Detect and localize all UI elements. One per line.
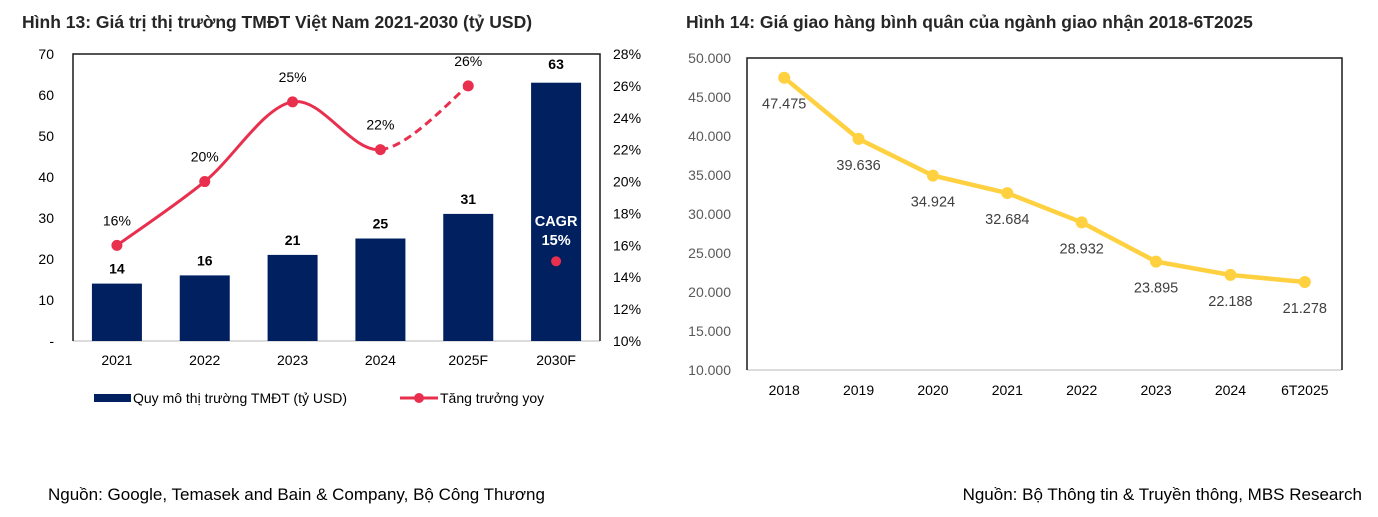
chart1-cagr-point [551, 256, 562, 267]
chart2-price-label: 22.188 [1208, 294, 1252, 310]
chart2-y-tick: 10.000 [688, 362, 731, 378]
chart1-y-tick: 60 [38, 87, 54, 103]
chart1-x-tick: 2025F [448, 352, 488, 368]
chart2-price-label: 21.278 [1283, 301, 1327, 317]
chart1-y-tick: - [49, 333, 54, 349]
chart1-bar-label: 31 [460, 191, 476, 207]
chart1-growth-label: 16% [103, 212, 131, 228]
chart1-legend-line-label: Tăng trưởng yoy [440, 390, 544, 406]
chart2-x-tick: 2020 [917, 382, 948, 398]
chart2-y-tick: 50.000 [688, 50, 731, 66]
chart1-y2-tick: 24% [613, 110, 641, 126]
chart1-y2-tick: 18% [613, 205, 641, 221]
chart1-y-tick: 20 [38, 251, 54, 267]
chart1-source: Nguồn: Google, Temasek and Bain & Compan… [48, 485, 545, 504]
chart2-price-point [1001, 187, 1014, 200]
chart2-price-label: 39.636 [836, 158, 880, 174]
chart1-bar-label: 63 [548, 56, 564, 72]
chart1-growth-line-forecast [380, 84, 470, 152]
chart1-x-tick: 2021 [101, 352, 132, 368]
chart1-y-tick: 70 [38, 46, 54, 62]
chart1-y2-tick: 12% [613, 301, 641, 317]
chart1-bar [355, 238, 406, 341]
chart2-price-point [1150, 255, 1163, 268]
chart1-growth-point [111, 239, 123, 251]
chart2-x-tick: 2019 [843, 382, 874, 398]
chart2-price-point [852, 132, 865, 145]
chart2-x-tick: 2021 [992, 382, 1023, 398]
chart1-x-tick: 2024 [365, 352, 396, 368]
chart1-legend-line-marker [414, 393, 424, 403]
chart2-y-tick: 15.000 [688, 323, 731, 339]
chart1-y2-tick: 28% [613, 46, 641, 62]
chart1-bar [531, 82, 582, 341]
chart1-growth-point [374, 144, 386, 156]
chart1-growth-point [462, 80, 474, 92]
chart1-bar [179, 275, 230, 341]
chart2-price-label: 28.932 [1060, 241, 1104, 257]
chart1-bar-label: 16 [197, 252, 213, 268]
chart1-legend-bar-swatch [94, 394, 131, 402]
chart1-bar [267, 254, 318, 341]
chart2-y-tick: 25.000 [688, 245, 731, 261]
chart2-y-tick: 35.000 [688, 167, 731, 183]
chart2-price-point [1075, 216, 1088, 229]
chart2-price-point [1298, 276, 1311, 289]
chart1-bar [91, 283, 142, 341]
chart1-y2-tick: 22% [613, 142, 641, 158]
chart1-bar-label: 21 [285, 232, 301, 248]
chart2-title: Hình 14: Giá giao hàng bình quân của ngà… [686, 12, 1253, 32]
chart1-y-tick: 30 [38, 210, 54, 226]
chart1-y2-tick: 20% [613, 174, 641, 190]
chart1-growth-label: 26% [454, 53, 482, 69]
chart1-bar [443, 213, 494, 341]
chart1-growth-label: 22% [366, 117, 394, 133]
chart1-growth-point [287, 96, 299, 108]
chart2-price-label: 23.895 [1134, 281, 1178, 297]
chart1-y2-tick: 26% [613, 78, 641, 94]
chart2-price-point [1224, 268, 1237, 281]
chart2-price-line [782, 75, 1306, 285]
chart2-y-tick: 45.000 [688, 89, 731, 105]
chart1-y2-tick: 10% [613, 333, 641, 349]
chart1-cagr-value: 15% [542, 233, 571, 249]
chart2-x-tick: 2018 [769, 382, 800, 398]
chart1-x-tick: 2030F [536, 352, 576, 368]
chart1-title: Hình 13: Giá trị thị trường TMĐT Việt Na… [22, 12, 533, 32]
chart1-legend-bar-label: Quy mô thị trường TMĐT (tỷ USD) [133, 390, 347, 406]
chart1-y-tick: 50 [38, 128, 54, 144]
chart2-y-tick: 20.000 [688, 284, 731, 300]
chart2-x-tick: 6T2025 [1281, 382, 1329, 398]
chart2-y-tick: 40.000 [688, 128, 731, 144]
chart2-price-label: 34.924 [911, 195, 955, 211]
chart2-x-tick: 2022 [1066, 382, 1097, 398]
chart1-x-tick: 2022 [189, 352, 220, 368]
chart2-price-point [778, 71, 791, 84]
chart1-plot-border [72, 53, 601, 341]
chart1-y2-tick: 14% [613, 269, 641, 285]
chart1-growth-label: 25% [279, 69, 307, 85]
chart2-price-label: 47.475 [762, 97, 806, 113]
chart2-plot-border [746, 57, 1343, 370]
chart2-price-label: 32.684 [985, 212, 1029, 228]
chart2-source: Nguồn: Bộ Thông tin & Truyền thông, MBS … [962, 485, 1362, 504]
chart1-growth-line [116, 100, 381, 247]
chart1-growth-label: 20% [191, 149, 219, 165]
chart1-cagr-label: CAGR [535, 214, 578, 230]
chart2-x-tick: 2024 [1215, 382, 1246, 398]
chart1-y-tick: 10 [38, 292, 54, 308]
chart2-price-point [926, 169, 939, 182]
chart1-growth-point [199, 176, 211, 188]
chart1-x-tick: 2023 [277, 352, 308, 368]
chart2-y-tick: 30.000 [688, 206, 731, 222]
chart1-bar-label: 25 [373, 216, 389, 232]
chart1-y-tick: 40 [38, 169, 54, 185]
chart1-y2-tick: 16% [613, 237, 641, 253]
chart1-bar-label: 14 [109, 261, 125, 277]
chart2-x-tick: 2023 [1140, 382, 1171, 398]
